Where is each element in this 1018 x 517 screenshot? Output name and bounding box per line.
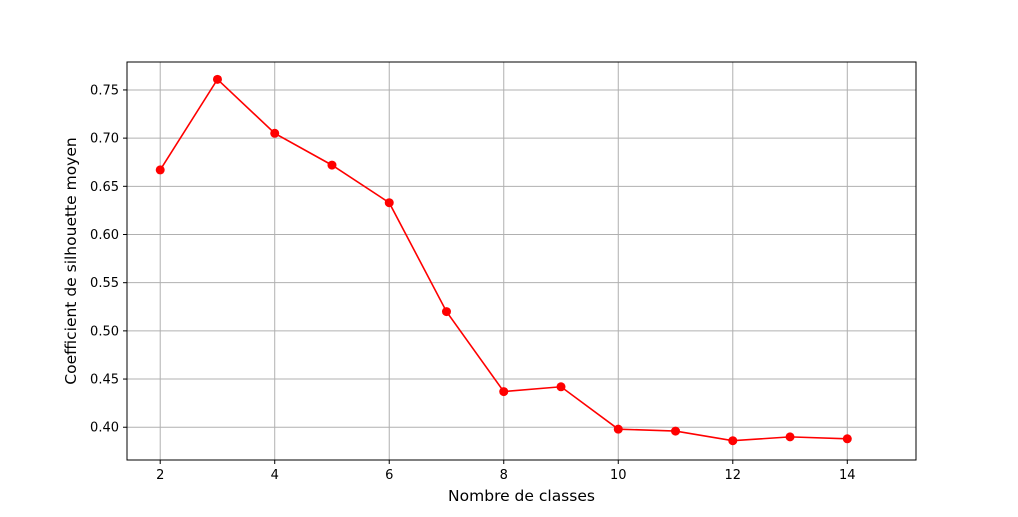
x-tick-label: 10	[610, 468, 627, 483]
x-tick-label: 12	[725, 468, 742, 483]
x-tick-label: 4	[271, 468, 279, 483]
y-tick-label: 0.75	[90, 83, 119, 98]
data-point	[728, 436, 738, 446]
plot-area	[127, 62, 916, 460]
x-tick-label: 8	[500, 468, 508, 483]
data-point	[499, 387, 509, 397]
y-tick-label: 0.65	[90, 180, 119, 195]
data-point	[613, 424, 623, 434]
y-tick-label: 0.70	[90, 132, 119, 147]
data-points	[155, 74, 852, 446]
data-point	[785, 432, 795, 442]
data-point	[270, 128, 280, 138]
data-point	[155, 165, 165, 175]
x-axis-label: Nombre de classes	[448, 487, 595, 505]
data-point	[384, 198, 394, 208]
y-axis-label: Coefficient de silhouette moyen	[62, 137, 80, 384]
data-point	[327, 160, 337, 170]
x-tick-label: 14	[839, 468, 856, 483]
data-point	[212, 74, 222, 84]
data-point	[441, 307, 451, 317]
y-tick-label: 0.60	[90, 228, 119, 243]
data-point	[556, 382, 566, 392]
grid-lines	[127, 62, 916, 460]
y-tick-label: 0.40	[90, 421, 119, 436]
data-point	[671, 426, 681, 436]
axis-ticks	[123, 89, 848, 464]
tick-labels: 2 4 6 8 10 12 14 0.40 0.45 0.50 0.55 0.60 0.65 0.70 0.…	[90, 83, 856, 483]
y-tick-label: 0.55	[90, 276, 119, 291]
plot-frame	[126, 61, 917, 461]
y-tick-label: 0.45	[90, 373, 119, 388]
data-point	[842, 434, 852, 444]
x-tick-label: 6	[385, 468, 393, 483]
y-tick-label: 0.50	[90, 324, 119, 339]
x-tick-label: 2	[156, 468, 164, 483]
